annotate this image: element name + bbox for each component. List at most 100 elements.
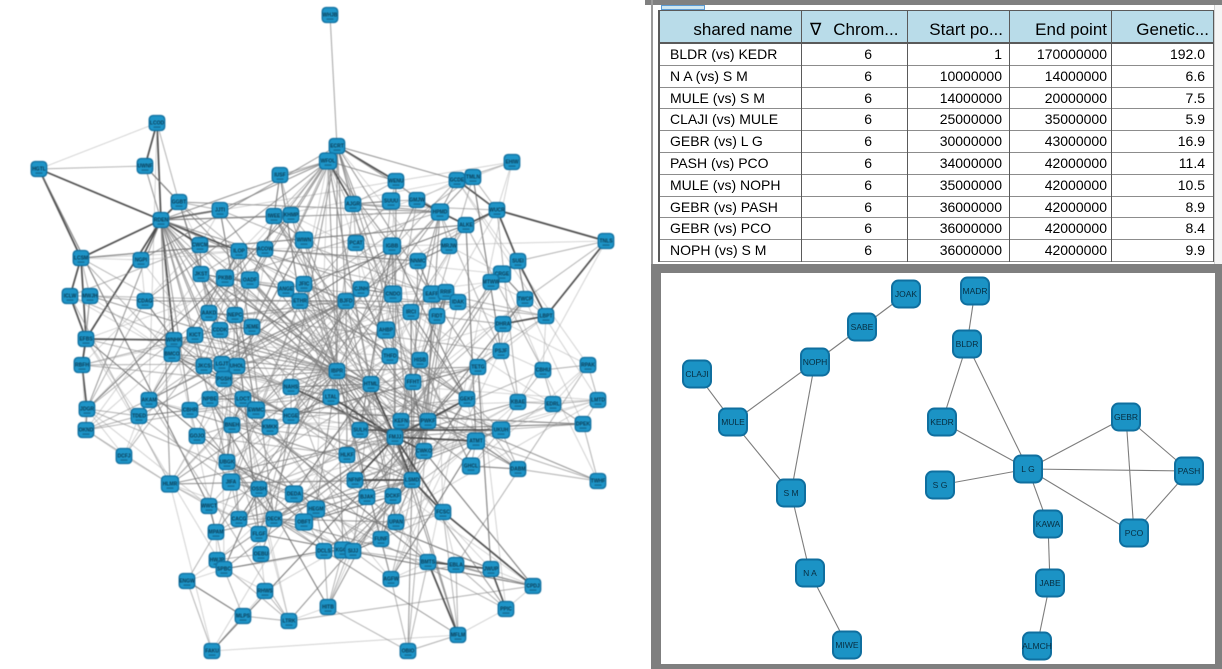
svg-text:DHRA: DHRA bbox=[496, 322, 511, 328]
svg-text:AAKD: AAKD bbox=[202, 311, 217, 317]
svg-text:JEME: JEME bbox=[245, 325, 259, 331]
svg-text:CJNH: CJNH bbox=[354, 287, 368, 293]
svg-text:ATMT: ATMT bbox=[469, 439, 483, 445]
svg-text:MRJW: MRJW bbox=[441, 244, 457, 250]
svg-text:JABE: JABE bbox=[1039, 578, 1061, 588]
svg-text:SUEI: SUEI bbox=[512, 259, 524, 265]
svg-text:CDAG: CDAG bbox=[138, 299, 153, 305]
svg-text:PWKF: PWKF bbox=[421, 419, 436, 425]
svg-text:HGTL: HGTL bbox=[32, 167, 46, 173]
svg-text:SIJJ: SIJJ bbox=[348, 549, 359, 555]
svg-text:UHOL: UHOL bbox=[230, 364, 244, 370]
svg-text:OSSH: OSSH bbox=[252, 487, 267, 493]
svg-text:CWKO: CWKO bbox=[416, 449, 432, 455]
svg-text:NNMC: NNMC bbox=[411, 259, 426, 265]
svg-text:TETG: TETG bbox=[471, 365, 484, 371]
svg-text:PKBB: PKBB bbox=[218, 276, 233, 282]
svg-text:LBPT: LBPT bbox=[539, 314, 552, 320]
svg-text:SPBC: SPBC bbox=[217, 567, 231, 573]
svg-text:WFOL: WFOL bbox=[321, 159, 336, 165]
svg-text:CPDJ: CPDJ bbox=[526, 584, 540, 590]
svg-text:MTWW: MTWW bbox=[483, 280, 500, 286]
svg-text:S M: S M bbox=[783, 488, 798, 498]
svg-text:NOPH: NOPH bbox=[803, 357, 828, 367]
svg-text:GMJW: GMJW bbox=[409, 198, 425, 204]
svg-text:ALKE: ALKE bbox=[459, 223, 473, 229]
svg-text:ETHR: ETHR bbox=[293, 299, 307, 305]
svg-text:AHBP: AHBP bbox=[379, 328, 394, 334]
svg-text:DCLS: DCLS bbox=[317, 549, 331, 555]
svg-text:OBIO: OBIO bbox=[402, 649, 415, 655]
svg-text:EBLA: EBLA bbox=[449, 563, 463, 569]
svg-text:FUNF: FUNF bbox=[374, 537, 387, 543]
svg-text:SULH: SULH bbox=[353, 428, 367, 434]
svg-text:LTAL: LTAL bbox=[325, 395, 337, 401]
svg-text:RPAK: RPAK bbox=[581, 363, 595, 369]
svg-text:UBGK: UBGK bbox=[220, 460, 235, 466]
svg-text:WENU: WENU bbox=[388, 179, 404, 185]
svg-text:ECRT: ECRT bbox=[330, 144, 344, 150]
svg-text:CLAJI: CLAJI bbox=[685, 369, 708, 379]
svg-text:OKND: OKND bbox=[79, 428, 94, 434]
svg-text:GCDE: GCDE bbox=[450, 178, 465, 184]
svg-text:AKAM: AKAM bbox=[142, 398, 157, 404]
svg-text:WHJB: WHJB bbox=[323, 13, 338, 19]
svg-text:BMTS: BMTS bbox=[421, 560, 436, 566]
svg-text:CBHR: CBHR bbox=[183, 408, 198, 414]
svg-text:IWEE: IWEE bbox=[268, 214, 281, 220]
svg-text:IDAK: IDAK bbox=[452, 300, 465, 306]
svg-text:KICT: KICT bbox=[189, 333, 201, 339]
svg-text:ICLW: ICLW bbox=[64, 294, 77, 300]
svg-text:HLMR: HLMR bbox=[163, 482, 178, 488]
svg-text:JOAK: JOAK bbox=[895, 289, 918, 299]
svg-text:PASH: PASH bbox=[1178, 466, 1201, 476]
svg-text:WUCR: WUCR bbox=[489, 208, 505, 214]
svg-text:BLDR: BLDR bbox=[956, 339, 979, 349]
svg-text:HPMD: HPMD bbox=[433, 210, 448, 216]
svg-text:OBFT: OBFT bbox=[297, 520, 311, 526]
svg-text:LMTD: LMTD bbox=[591, 398, 605, 404]
svg-text:OADF: OADF bbox=[243, 278, 257, 284]
svg-text:TDED: TDED bbox=[132, 414, 146, 420]
svg-text:CDDK: CDDK bbox=[213, 328, 228, 334]
svg-text:CNDO: CNDO bbox=[386, 292, 401, 298]
svg-text:PCO: PCO bbox=[1125, 528, 1144, 538]
svg-text:IBPR: IBPR bbox=[331, 369, 343, 375]
svg-text:LTRK: LTRK bbox=[283, 619, 296, 625]
svg-text:WNHK: WNHK bbox=[166, 338, 182, 344]
svg-text:HEGM: HEGM bbox=[309, 507, 324, 513]
svg-text:FIDT: FIDT bbox=[431, 314, 442, 320]
svg-text:NFNP: NFNP bbox=[348, 478, 362, 484]
svg-text:BNEH: BNEH bbox=[225, 423, 240, 429]
svg-text:FLGF: FLGF bbox=[252, 532, 265, 538]
svg-text:IRCI: IRCI bbox=[406, 310, 417, 316]
svg-text:CACG: CACG bbox=[232, 517, 247, 523]
svg-text:TWCP: TWCP bbox=[518, 297, 533, 303]
svg-text:AJGR: AJGR bbox=[346, 202, 360, 208]
svg-text:KAWA: KAWA bbox=[1036, 519, 1061, 529]
svg-text:BJAK: BJAK bbox=[360, 495, 374, 501]
svg-text:AGFW: AGFW bbox=[383, 577, 399, 583]
svg-text:HWJP: HWJP bbox=[210, 558, 225, 564]
svg-text:JIFA: JIFA bbox=[226, 480, 237, 486]
svg-text:UKUH: UKUH bbox=[494, 428, 509, 434]
svg-text:GEKF: GEKF bbox=[460, 397, 474, 403]
svg-text:WWCT: WWCT bbox=[201, 504, 217, 510]
svg-text:EHIW: EHIW bbox=[505, 160, 518, 166]
svg-text:LOCT: LOCT bbox=[236, 397, 250, 403]
svg-text:GGBT: GGBT bbox=[172, 200, 186, 206]
svg-text:HCGE: HCGE bbox=[284, 414, 299, 420]
svg-text:DEDA: DEDA bbox=[287, 492, 302, 498]
svg-text:CRGE: CRGE bbox=[495, 272, 510, 278]
svg-text:PPIC: PPIC bbox=[500, 607, 512, 613]
svg-text:FMJJ: FMJJ bbox=[389, 435, 402, 441]
svg-text:UPAN: UPAN bbox=[389, 520, 403, 526]
svg-text:KEDR: KEDR bbox=[930, 417, 954, 427]
svg-text:FAKU: FAKU bbox=[205, 649, 219, 655]
svg-text:SABE: SABE bbox=[851, 322, 874, 332]
svg-text:TWHF: TWHF bbox=[591, 479, 605, 485]
svg-text:DCKF: DCKF bbox=[386, 494, 400, 500]
svg-text:LGJT: LGJT bbox=[216, 362, 229, 368]
svg-text:OEBU: OEBU bbox=[254, 552, 269, 558]
svg-text:JFIC: JFIC bbox=[299, 282, 310, 288]
